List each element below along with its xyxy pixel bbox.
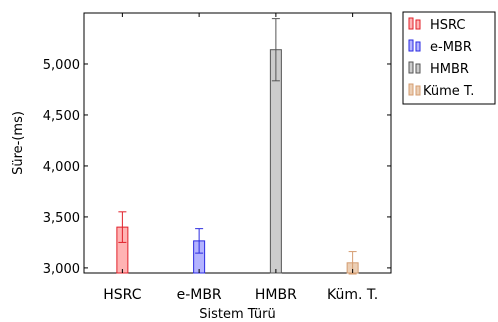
legend-swatch [408, 83, 414, 96]
x-tick-label: e-MBR [177, 287, 222, 303]
plot-area: 3,000 3,500 4,000 4,500 5,000 HSRC e-MBR HMBR Kü… [11, 12, 392, 322]
legend-swatch [408, 17, 414, 30]
legend-label: HMBR [430, 62, 469, 77]
legend-label: Küme T. [423, 84, 474, 99]
y-tick-label: 5,000 [43, 58, 80, 73]
x-axis-label: Sistem Türü [199, 307, 276, 322]
bar-hmbr [269, 49, 282, 274]
legend-swatch [408, 61, 414, 74]
legend-swatch [415, 19, 421, 30]
legend-swatch [415, 41, 421, 52]
legend-label: HSRC [430, 18, 466, 33]
y-tick-label: 4,500 [43, 109, 80, 124]
y-tick-label: 4,000 [43, 160, 80, 175]
legend-swatch [415, 63, 421, 74]
y-axis-label: Süre-(ms) [11, 111, 26, 175]
legend: HSRC e-MBR HMBR Küme T. [402, 11, 496, 105]
x-tick-label: HSRC [103, 287, 141, 303]
y-tick-label: 3,000 [43, 262, 80, 277]
legend-label: e-MBR [430, 40, 472, 55]
axis-frame [83, 12, 392, 274]
y-tick-label: 3,500 [43, 211, 80, 226]
x-tick-label: Küm. T. [327, 287, 378, 303]
legend-swatch [408, 39, 414, 52]
x-tick-label: HMBR [255, 287, 297, 303]
legend-swatch [415, 85, 421, 96]
